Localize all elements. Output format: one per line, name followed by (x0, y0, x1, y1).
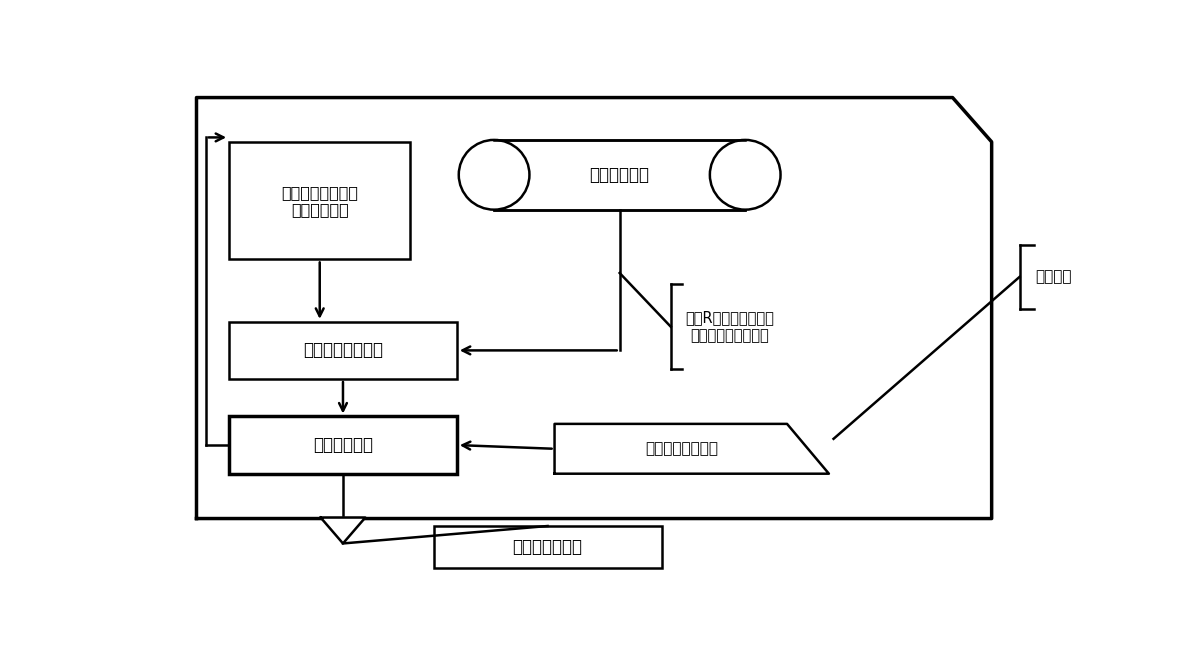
Polygon shape (197, 98, 991, 518)
Bar (494, 140, 745, 210)
Text: 根据R值计算公式，给
出最佳控制数据信息: 根据R值计算公式，给 出最佳控制数据信息 (685, 311, 774, 343)
Bar (229, 142, 410, 259)
Text: 实际调整参数: 实际调整参数 (313, 436, 373, 454)
Text: 模式推导数据: 模式推导数据 (589, 166, 649, 184)
Text: 模式轧制或报警: 模式轧制或报警 (512, 538, 582, 556)
Bar (433, 526, 661, 568)
Ellipse shape (458, 140, 529, 210)
Bar (229, 417, 457, 474)
Polygon shape (320, 518, 365, 543)
Text: 再次轧制同规格产
品，输入规格: 再次轧制同规格产 品，输入规格 (281, 185, 359, 217)
Ellipse shape (710, 140, 780, 210)
Text: 显示建议设备参数: 显示建议设备参数 (302, 342, 383, 359)
Bar (229, 322, 457, 379)
Text: 循环过程: 循环过程 (1036, 269, 1072, 285)
Polygon shape (554, 424, 829, 474)
Text: 用户根据实际修正: 用户根据实际修正 (644, 441, 718, 456)
